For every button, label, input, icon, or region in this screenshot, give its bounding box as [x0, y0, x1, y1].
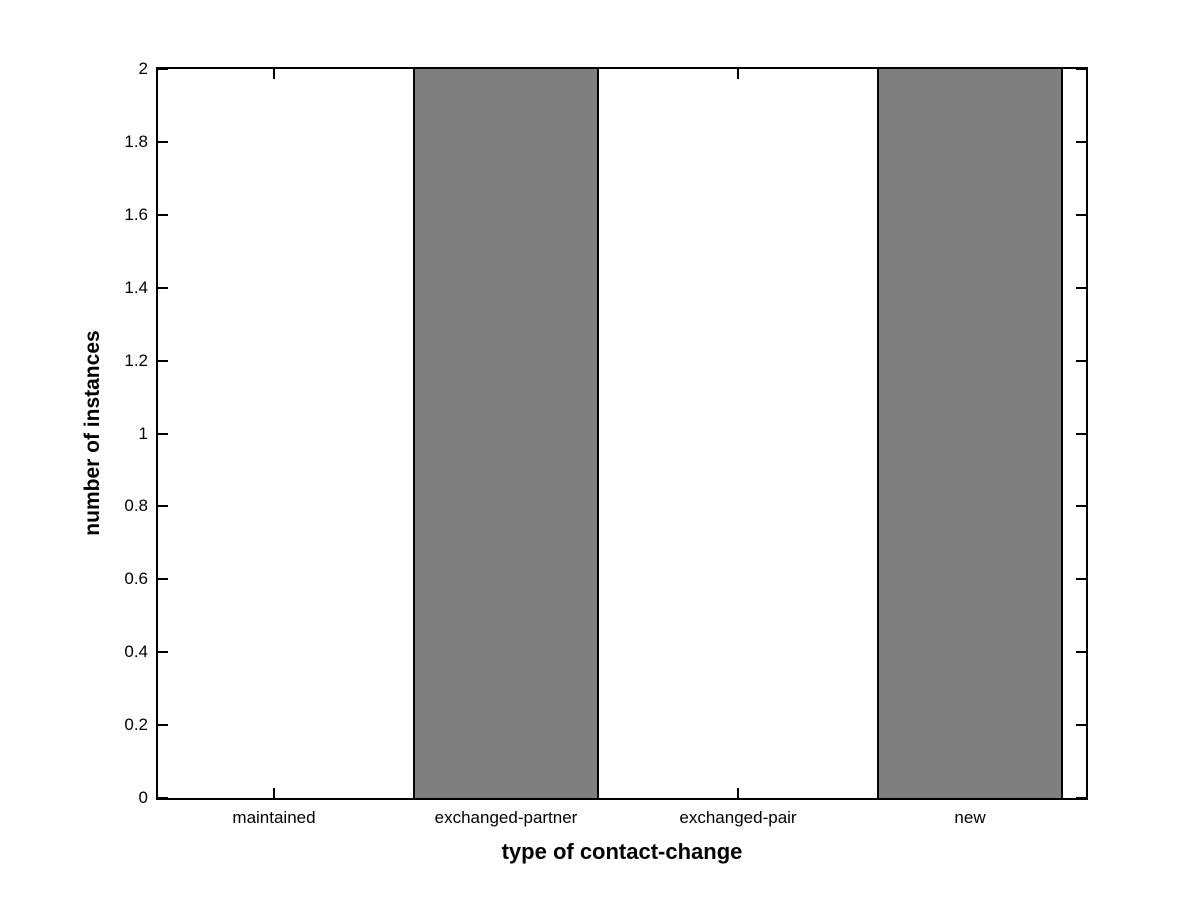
y-axis-label: number of instances: [81, 330, 104, 536]
y-tick-mark-left: [158, 505, 168, 507]
x-tick-label-exchanged-pair: exchanged-pair: [679, 808, 797, 827]
x-tick-label-maintained: maintained: [232, 808, 316, 827]
y-tick-mark-left: [158, 68, 168, 70]
y-tick-mark-right: [1076, 433, 1086, 435]
y-tick-mark-right: [1076, 651, 1086, 653]
y-tick-mark-right: [1076, 214, 1086, 216]
x-tick-mark-bottom: [737, 788, 739, 798]
x-tick-label-exchanged-partner: exchanged-partner: [434, 808, 578, 827]
y-tick-label: 0.2: [124, 715, 148, 734]
x-axis-label: type of contact-change: [501, 839, 743, 864]
y-tick-mark-right: [1076, 724, 1086, 726]
y-tick-mark-right: [1076, 68, 1086, 70]
y-tick-label: 0.4: [124, 642, 148, 661]
y-tick-mark-left: [158, 214, 168, 216]
y-tick-label: 1: [138, 424, 148, 443]
y-tick-label: 1.4: [124, 278, 148, 297]
plot-area: [156, 67, 1088, 800]
x-tick-label-new: new: [954, 808, 986, 827]
y-tick-mark-right: [1076, 360, 1086, 362]
y-tick-mark-right: [1076, 797, 1086, 799]
y-tick-mark-right: [1076, 505, 1086, 507]
bar-exchanged-partner: [413, 67, 599, 798]
y-tick-label: 0.8: [124, 496, 148, 515]
y-tick-mark-right: [1076, 287, 1086, 289]
y-tick-mark-left: [158, 578, 168, 580]
y-tick-mark-left: [158, 141, 168, 143]
x-tick-mark-bottom: [273, 788, 275, 798]
y-tick-mark-right: [1076, 578, 1086, 580]
y-tick-label: 1.6: [124, 205, 148, 224]
bar-new: [877, 67, 1063, 798]
x-tick-mark-top: [273, 69, 275, 79]
y-tick-mark-left: [158, 651, 168, 653]
y-tick-mark-left: [158, 797, 168, 799]
y-tick-mark-right: [1076, 141, 1086, 143]
y-tick-label: 0: [138, 788, 148, 807]
y-tick-mark-left: [158, 724, 168, 726]
y-tick-label: 0.6: [124, 569, 148, 588]
y-tick-label: 1.2: [124, 351, 148, 370]
y-tick-label: 1.8: [124, 132, 148, 151]
y-tick-mark-left: [158, 360, 168, 362]
y-tick-mark-left: [158, 433, 168, 435]
y-tick-label: 2: [138, 59, 148, 78]
x-tick-mark-top: [737, 69, 739, 79]
y-tick-mark-left: [158, 287, 168, 289]
